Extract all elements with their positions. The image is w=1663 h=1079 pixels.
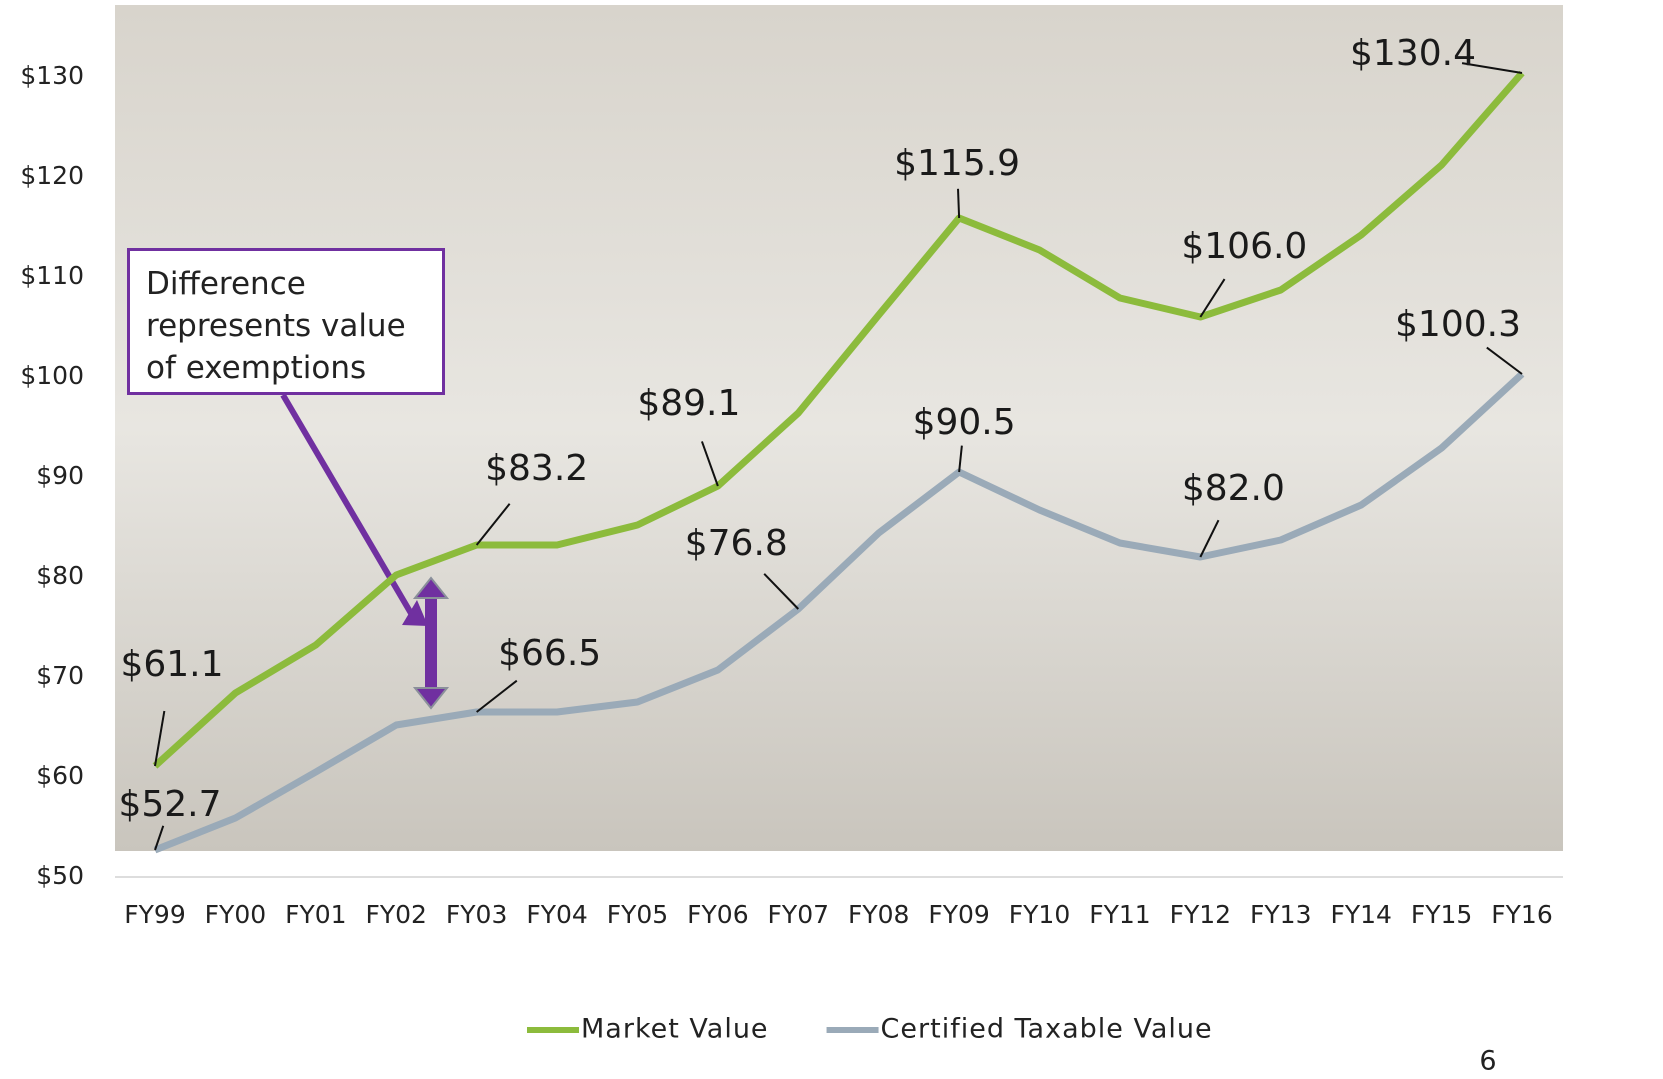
x-tick-label: FY01 [285, 900, 346, 929]
y-tick-label: $50 [36, 861, 84, 890]
x-tick-label: FY14 [1330, 900, 1391, 929]
x-tick-label: FY00 [205, 900, 266, 929]
x-tick-label: FY05 [607, 900, 668, 929]
series-line [153, 371, 1525, 854]
page-number: 6 [1479, 1046, 1496, 1077]
data-label: $90.5 [913, 402, 1016, 443]
leader-line [1461, 62, 1523, 74]
y-tick-label: $60 [36, 761, 84, 790]
leader-line [476, 679, 518, 713]
leader-line [958, 445, 963, 473]
annotation-arrowhead [402, 600, 428, 626]
legend-label: Certified Taxable Value [881, 1014, 1213, 1045]
data-label: $82.0 [1182, 468, 1285, 509]
x-tick-label: FY09 [928, 900, 989, 929]
x-tick-label: FY02 [366, 900, 427, 929]
x-tick-label: FY03 [446, 900, 507, 929]
data-label: $100.3 [1395, 304, 1521, 345]
x-tick-label: FY11 [1089, 900, 1150, 929]
plot-background [115, 5, 1563, 851]
difference-arrowhead [412, 576, 450, 599]
data-label: $52.7 [118, 784, 221, 825]
data-label: $83.2 [485, 448, 588, 489]
y-tick-label: $90 [36, 461, 84, 490]
data-label: $115.9 [894, 143, 1020, 184]
x-tick-label: FY16 [1491, 900, 1552, 929]
legend-label: Market Value [581, 1014, 769, 1045]
leader-line [763, 573, 800, 610]
series-line [152, 70, 1525, 769]
y-tick-label: $100 [20, 361, 84, 390]
y-tick-label: $120 [20, 161, 84, 190]
data-label: $76.8 [685, 523, 788, 564]
leader-line [475, 503, 511, 546]
data-label: $61.1 [120, 644, 223, 685]
difference-arrowhead [412, 687, 450, 710]
x-tick-label: FY99 [124, 900, 185, 929]
data-label: $106.0 [1181, 226, 1307, 267]
leader-line [700, 441, 719, 487]
y-tick-label: $110 [20, 261, 84, 290]
x-tick-label: FY07 [768, 900, 829, 929]
annotation: Difference represents value of exemption… [127, 248, 445, 395]
y-tick-label: $130 [20, 61, 84, 90]
x-tick-label: FY15 [1411, 900, 1472, 929]
data-label: $66.5 [498, 633, 601, 674]
annotation-box: Difference represents value of exemption… [127, 248, 445, 395]
leader-line [154, 710, 166, 767]
x-tick-label: FY12 [1170, 900, 1231, 929]
leader-line [1199, 519, 1220, 558]
data-label: $130.4 [1350, 33, 1476, 74]
x-tick-label: FY04 [526, 900, 587, 929]
leader-line [957, 188, 961, 219]
x-tick-label: FY10 [1009, 900, 1070, 929]
y-tick-label: $70 [36, 661, 84, 690]
leader-line [1486, 346, 1523, 375]
data-label: $89.1 [637, 383, 740, 424]
x-tick-label: FY13 [1250, 900, 1311, 929]
leader-line [1199, 278, 1226, 318]
leader-line [154, 825, 165, 851]
x-tick-label: FY08 [848, 900, 909, 929]
x-tick-label: FY06 [687, 900, 748, 929]
y-tick-label: $80 [36, 561, 84, 590]
